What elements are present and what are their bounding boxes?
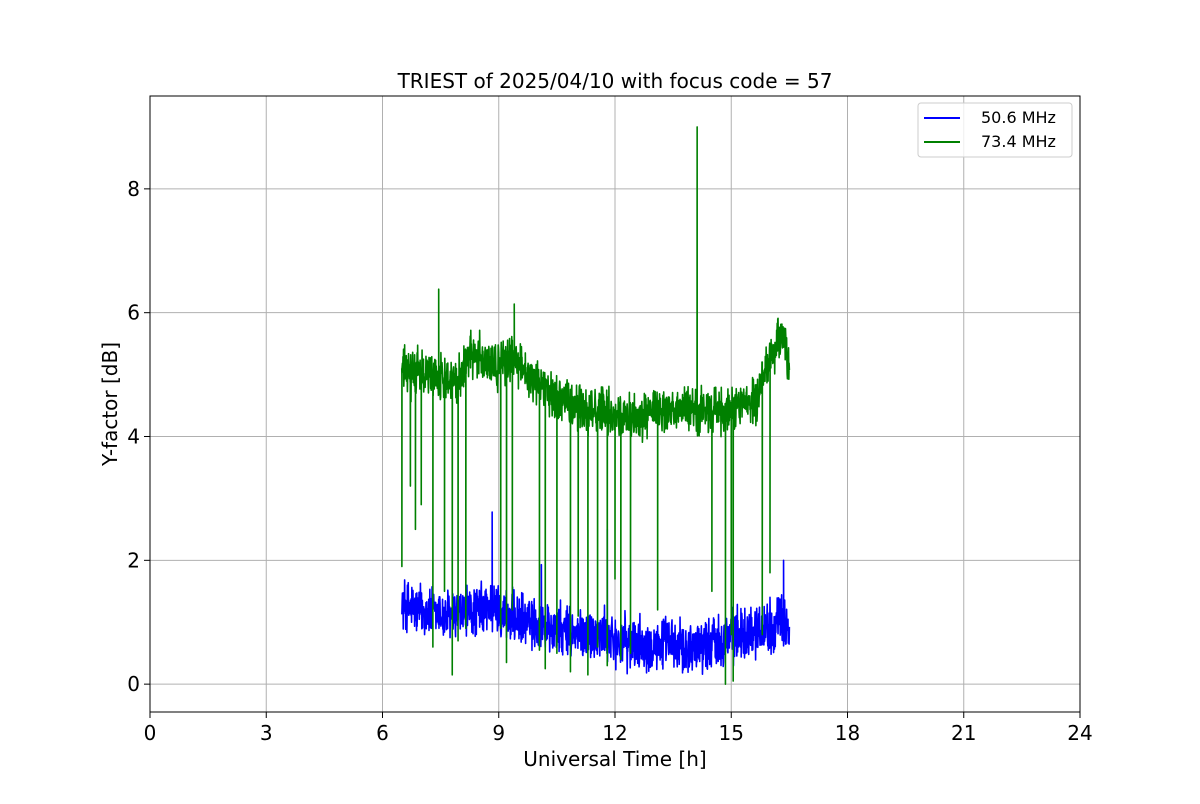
y-axis-label: Y-factor [dB]: [98, 342, 122, 467]
x-tick-label: 6: [376, 721, 389, 745]
y-tick-label: 8: [127, 177, 140, 201]
legend-box: [917, 102, 1073, 158]
legend-label-0: 50.6 MHz: [981, 108, 1056, 127]
x-axis-label: Universal Time [h]: [523, 747, 706, 771]
x-tick-label: 21: [951, 721, 976, 745]
y-tick-label: 0: [127, 672, 140, 696]
x-tick-label: 9: [492, 721, 505, 745]
chart-legend: 50.6 MHz 73.4 MHz: [917, 102, 1073, 158]
y-tick-label: 2: [127, 548, 140, 572]
chart-title: TRIEST of 2025/04/10 with focus code = 5…: [397, 69, 833, 93]
series-line-1: [400, 126, 791, 685]
legend-label-1: 73.4 MHz: [981, 132, 1056, 151]
x-tick-label: 15: [719, 721, 744, 745]
plot-area: [400, 126, 791, 685]
x-tick-label: 18: [835, 721, 860, 745]
y-tick-label: 4: [127, 425, 140, 449]
x-tick-label: 12: [602, 721, 627, 745]
x-tick-label: 0: [144, 721, 157, 745]
y-tick-label: 6: [127, 301, 140, 325]
x-tick-label: 3: [260, 721, 273, 745]
x-tick-label: 24: [1067, 721, 1092, 745]
